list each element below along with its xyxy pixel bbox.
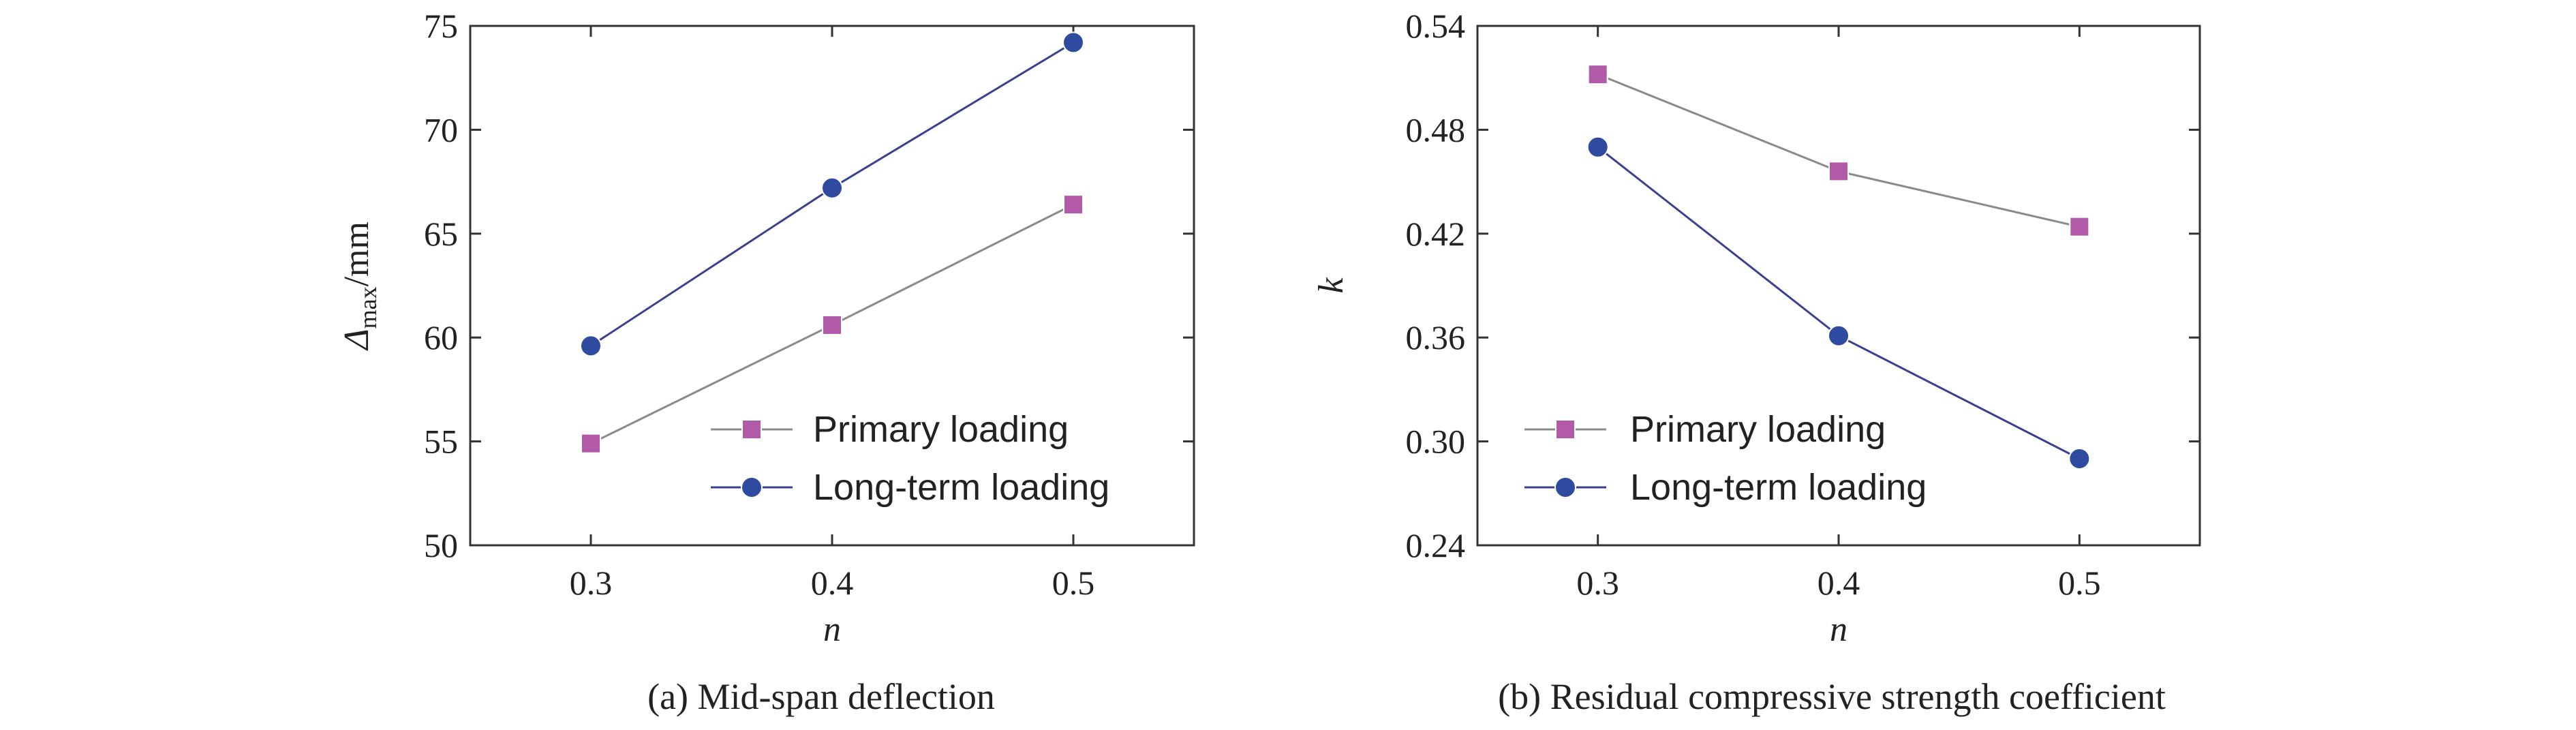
y-tick-label: 0.30 (1406, 423, 1466, 461)
legend-label: Primary loading (1630, 409, 1886, 450)
y-axis-title-main: k (1312, 277, 1351, 294)
data-point-square (822, 314, 842, 335)
y-tick-label: 70 (424, 110, 458, 149)
x-axis-title: n (823, 610, 841, 649)
y-axis-title: k (1312, 277, 1351, 294)
y-tick-label: 0.54 (1406, 7, 1466, 45)
legend-marker-circle (1554, 476, 1576, 498)
data-point-square (581, 433, 601, 454)
y-axis-title: Δmax/mm (337, 222, 382, 351)
data-point-square (1063, 194, 1084, 215)
legend-marker-circle (741, 476, 763, 498)
chart-panel-b: 0.24 0.30 0.36 0.42 0.48 0.54 0.3 0.4 0.5 n k Prima… (1312, 7, 2201, 717)
x-tick-label: 0.4 (811, 564, 854, 602)
legend-label: Long-term loading (1630, 467, 1927, 508)
figure-caption: (a) Mid-span deflection (647, 676, 995, 717)
x-tick-label: 0.5 (2058, 564, 2101, 602)
y-tick-label: 65 (424, 215, 458, 253)
data-point-circle (1828, 324, 1850, 347)
data-point-square (2069, 216, 2090, 237)
y-tick-label: 0.42 (1406, 215, 1466, 253)
chart-panel-a: 50 55 60 65 70 75 0.3 0.4 0.5 n Δmax/mm Primary loa… (337, 7, 1195, 717)
y-tick-label: 75 (424, 7, 458, 45)
data-point-circle (1586, 136, 1609, 158)
legend-marker-square (741, 419, 762, 440)
y-tick-label: 50 (424, 526, 458, 564)
x-tick-label: 0.3 (1576, 564, 1619, 602)
x-tick-label: 0.4 (1818, 564, 1860, 602)
figure-caption: (b) Residual compressive strength coeffi… (1498, 676, 2166, 717)
legend-marker-square (1555, 419, 1576, 440)
data-point-circle (1062, 31, 1084, 54)
x-tick-label: 0.5 (1052, 564, 1095, 602)
legend-label: Long-term loading (813, 467, 1109, 508)
data-point-circle (821, 177, 843, 199)
y-axis-title-unit: /mm (337, 222, 376, 286)
x-tick-label: 0.3 (570, 564, 613, 602)
y-tick-label: 55 (424, 423, 458, 461)
y-axis-title-sub: max (354, 286, 382, 329)
data-point-square (1587, 64, 1608, 85)
y-tick-label: 0.48 (1406, 110, 1466, 149)
y-tick-label: 0.36 (1406, 318, 1466, 356)
y-tick-label: 0.24 (1406, 526, 1466, 564)
legend-label: Primary loading (813, 409, 1069, 450)
y-tick-label: 60 (424, 318, 458, 356)
x-axis-title: n (1830, 610, 1847, 649)
data-point-circle (580, 335, 602, 357)
data-point-square (1828, 161, 1849, 182)
data-point-circle (2068, 448, 2091, 470)
y-axis-title-main: Δ (337, 329, 376, 351)
